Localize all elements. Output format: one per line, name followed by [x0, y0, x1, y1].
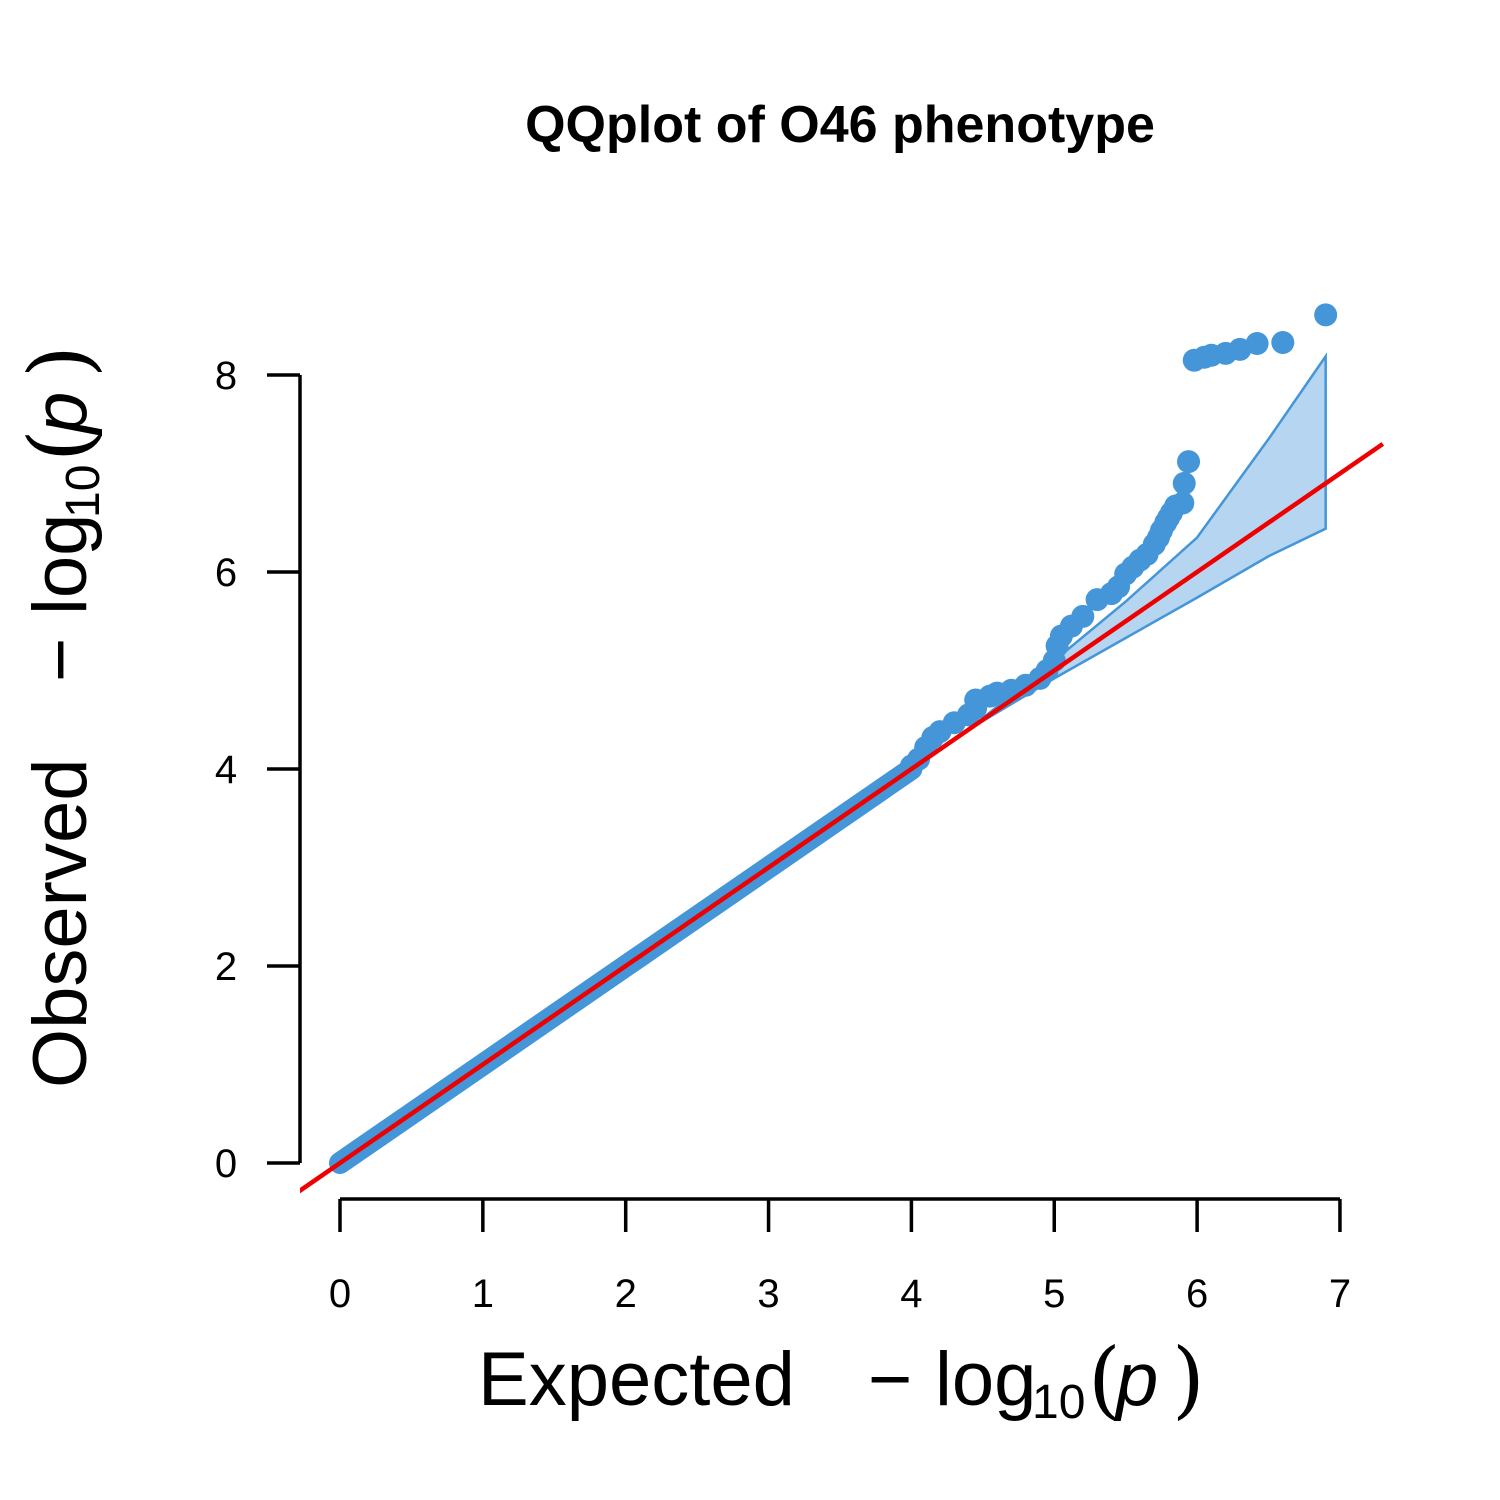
y-tick-label: 6 [215, 551, 237, 595]
confidence-band [967, 352, 1327, 731]
x-tick-label: 7 [1329, 1272, 1351, 1316]
x-axis: 0 1 2 3 4 5 6 7 [329, 1197, 1351, 1316]
reference-line [300, 442, 1385, 1194]
y-axis-title-open-paren: ( [11, 429, 109, 462]
x-axis-title: Expected − log 10 ( p ) [478, 1330, 1205, 1429]
y-axis-title-close-paren: ) [11, 345, 109, 378]
x-axis-title-log: log [935, 1337, 1036, 1422]
y-axis-title-var: p [18, 392, 103, 436]
y-axis: 0 2 4 6 8 [215, 354, 302, 1186]
x-axis-title-word: Expected [478, 1337, 795, 1422]
x-axis-title-open-paren: ( [1088, 1330, 1121, 1428]
x-tick-label: 3 [757, 1272, 779, 1316]
y-axis-title-sub: 10 [57, 465, 110, 518]
x-axis-title-var: p [1114, 1337, 1158, 1422]
x-tick-label: 4 [900, 1272, 922, 1316]
x-axis-title-sub: 10 [1032, 1376, 1085, 1429]
data-point [1177, 450, 1201, 474]
y-axis-title-minus: − [18, 638, 103, 682]
x-axis-title-close-paren: ) [1172, 1330, 1205, 1428]
y-axis-title-log: log [18, 514, 103, 615]
y-axis-title-word: Observed [18, 759, 103, 1089]
x-tick-label: 2 [615, 1272, 637, 1316]
x-tick-label: 0 [329, 1272, 351, 1316]
x-tick-label: 5 [1043, 1272, 1065, 1316]
x-tick-label: 1 [472, 1272, 494, 1316]
data-point [1171, 491, 1195, 515]
x-tick-label: 6 [1186, 1272, 1208, 1316]
data-point [1245, 331, 1269, 355]
data-point [1314, 303, 1338, 327]
x-axis-title-minus: − [868, 1337, 912, 1422]
y-axis-title: Observed − log 10 ( p ) [11, 345, 110, 1088]
data-point [1172, 471, 1196, 495]
data-point [1071, 604, 1095, 628]
data-point [1271, 330, 1295, 354]
chart-title: QQplot of O46 phenotype [525, 96, 1155, 154]
y-tick-label: 4 [215, 748, 237, 792]
y-tick-label: 2 [215, 945, 237, 989]
y-tick-label: 8 [215, 354, 237, 398]
y-tick-label: 0 [215, 1142, 237, 1186]
